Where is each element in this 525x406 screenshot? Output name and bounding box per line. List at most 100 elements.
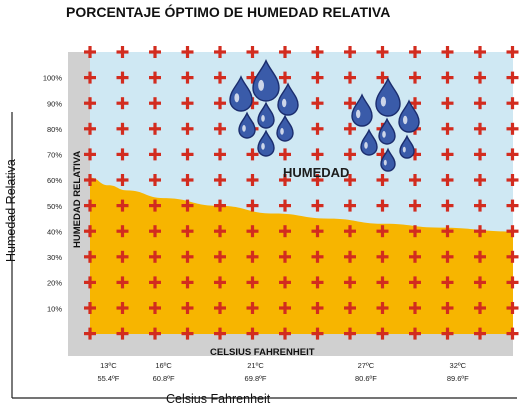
y-tick-label: 50% — [47, 202, 62, 211]
grid-cross — [474, 71, 486, 84]
chart-title: PORCENTAJE ÓPTIMO DE HUMEDAD RELATIVA — [66, 3, 390, 20]
grid-cross — [116, 199, 129, 212]
x-tick-label-fahrenheit: 60.8ºF — [153, 374, 175, 383]
water-drop-icon — [398, 99, 420, 133]
grid-cross — [441, 97, 454, 110]
water-drops — [229, 58, 420, 172]
grid-cross — [246, 225, 259, 238]
grid-cross — [214, 97, 226, 110]
y-tick-labels: 10% 20% 30% 40% 50% 60% 70% 80% 90% 100% — [43, 74, 63, 314]
outer-y-axis-label: Humedad Relativa — [4, 159, 18, 262]
grid-cross — [344, 225, 356, 238]
grid-cross — [181, 250, 194, 263]
grid-cross — [311, 327, 324, 340]
grid-cross — [344, 71, 356, 84]
grid-cross — [279, 276, 291, 289]
y-tick-label: 40% — [47, 228, 62, 237]
grid-cross — [279, 327, 291, 340]
grid-cross — [409, 276, 421, 289]
x-tick-label-fahrenheit: 89.6ºF — [447, 374, 469, 383]
grid-cross — [409, 174, 421, 186]
grid-cross — [149, 250, 161, 263]
grid-cross — [149, 148, 161, 161]
water-drop-icon — [277, 82, 299, 116]
lower-optimal-region — [90, 177, 513, 334]
grid-cross — [84, 174, 96, 186]
grid-cross — [181, 71, 194, 84]
grid-cross — [409, 302, 421, 314]
grid-cross — [506, 327, 519, 340]
grid-cross — [311, 148, 324, 161]
grid-cross — [181, 148, 194, 161]
grid-cross — [279, 225, 291, 238]
grid-cross — [246, 276, 259, 289]
grid-cross — [214, 148, 226, 161]
x-tick-label-fahrenheit: 80.6ºF — [355, 374, 377, 383]
grid-cross — [279, 302, 291, 314]
grid-cross — [474, 199, 486, 212]
grid-cross — [344, 46, 356, 58]
grid-cross — [344, 199, 356, 212]
water-drop-icon — [360, 128, 378, 156]
grid-cross — [181, 97, 194, 110]
inner-y-axis-label: HUMEDAD RELATIVA — [72, 151, 83, 248]
grid-cross — [84, 148, 96, 161]
grid-cross — [376, 71, 389, 84]
x-tick-label-celsius: 16ºC — [155, 361, 172, 370]
grid-cross — [409, 225, 421, 238]
grid-cross — [344, 174, 356, 186]
grid-cross — [376, 276, 389, 289]
water-drop-icon — [257, 101, 275, 129]
grid-cross — [441, 199, 454, 212]
grid-cross — [246, 97, 259, 110]
grid-cross — [344, 302, 356, 314]
x-tick-label-fahrenheit: 55.4ºF — [97, 374, 119, 383]
grid-cross — [506, 71, 519, 84]
grid-cross — [116, 46, 129, 58]
grid-cross — [474, 148, 486, 161]
grid-cross — [149, 276, 161, 289]
outer-x-axis-label: Celsius Fahrenheit — [166, 392, 271, 406]
grid-cross — [149, 174, 161, 186]
grid-cross — [441, 302, 454, 314]
grid-cross — [279, 148, 291, 161]
grid-cross — [84, 225, 96, 238]
grid-cross — [84, 250, 96, 263]
grid-cross — [311, 250, 324, 263]
grid-cross — [376, 225, 389, 238]
grid-cross — [376, 174, 389, 186]
grid-cross — [181, 199, 194, 212]
grid-cross — [214, 302, 226, 314]
grid-cross — [246, 174, 259, 186]
water-drop-icon — [257, 129, 275, 157]
grid-cross — [506, 97, 519, 110]
grid-cross — [214, 250, 226, 263]
grid-cross — [506, 302, 519, 314]
grid-cross — [149, 122, 161, 135]
grid-cross — [311, 199, 324, 212]
grid-cross — [441, 225, 454, 238]
grid-cross — [441, 71, 454, 84]
grid-cross — [474, 276, 486, 289]
grid-cross — [246, 250, 259, 263]
grid-cross — [149, 97, 161, 110]
grid-cross — [441, 148, 454, 161]
grid-cross — [116, 302, 129, 314]
grid-cross — [506, 148, 519, 161]
grid-cross — [84, 276, 96, 289]
grid-cross — [116, 276, 129, 289]
y-tick-label: 10% — [47, 304, 62, 313]
water-drop-icon — [399, 134, 415, 159]
grid-cross — [474, 302, 486, 314]
grid-cross — [214, 71, 226, 84]
grid-cross — [181, 302, 194, 314]
water-drop-icon — [378, 117, 396, 145]
grid-cross — [441, 46, 454, 58]
grid-cross — [116, 327, 129, 340]
x-tick-labels: 13ºC 55.4ºF 16ºC 60.8ºF 21ºC 69.8ºF 27ºC 80.6ºF… — [97, 361, 469, 383]
humedad-region-label: HUMEDAD — [283, 165, 349, 180]
inner-x-axis-label: CELSIUS FAHRENHEIT — [210, 347, 315, 358]
grid-cross — [181, 225, 194, 238]
grid-cross — [344, 122, 356, 135]
grid-cross — [214, 225, 226, 238]
